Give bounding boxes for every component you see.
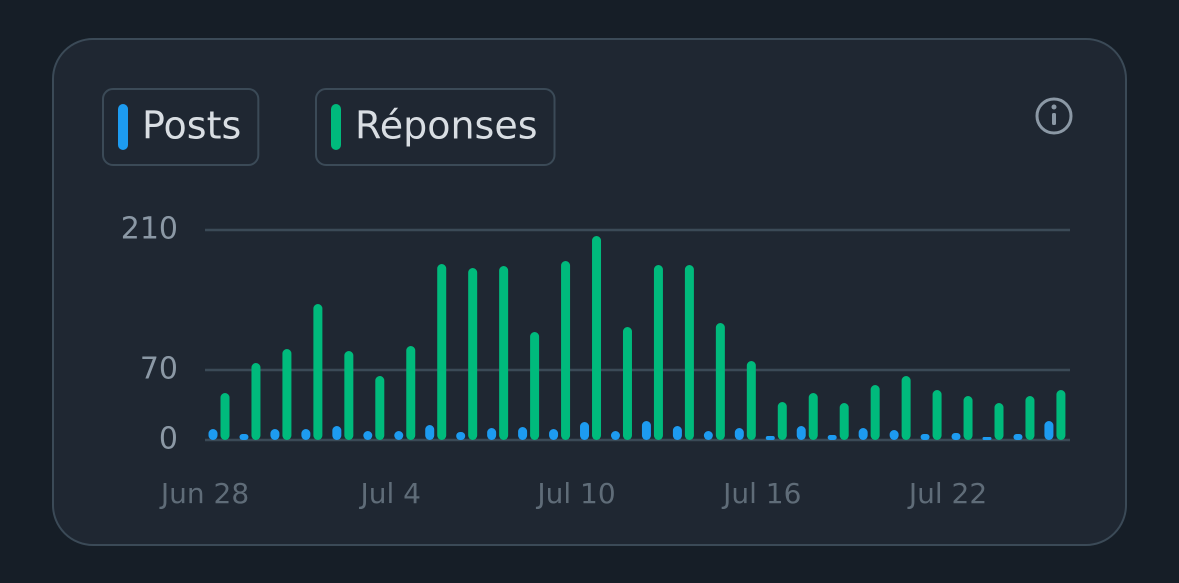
info-stem: [1052, 113, 1056, 125]
info-icon[interactable]: [1035, 97, 1073, 135]
bar: [982, 437, 992, 440]
bar: [394, 431, 404, 440]
y-tick-label: 70: [140, 352, 178, 387]
legend-button[interactable]: [102, 88, 260, 166]
bar: [251, 363, 261, 440]
bar: [796, 426, 806, 440]
x-tick-label: Jul 22: [907, 477, 987, 510]
bar: [313, 304, 323, 440]
bar: [672, 426, 682, 440]
bar: [684, 265, 694, 440]
info-dot: [1051, 104, 1057, 110]
x-tick-label: Jun 28: [159, 477, 249, 510]
bar: [239, 434, 249, 440]
bar: [530, 332, 540, 440]
bar: [870, 385, 880, 440]
y-tick-label: 0: [159, 422, 178, 457]
bar: [332, 426, 342, 440]
bar: [994, 403, 1004, 440]
bar: [220, 393, 230, 440]
bar: [703, 431, 713, 440]
legend-button[interactable]: [315, 88, 556, 166]
bar: [456, 432, 466, 440]
bar: [808, 393, 818, 440]
bar: [487, 428, 497, 440]
bar: [363, 431, 373, 440]
bar: [375, 376, 385, 440]
bar: [932, 390, 942, 440]
bar: [920, 434, 930, 440]
y-tick-label: 210: [121, 212, 178, 247]
legend-swatch: [331, 104, 341, 150]
bar: [641, 421, 651, 440]
bar: [610, 431, 620, 440]
bar: [270, 429, 280, 440]
bar: [746, 361, 756, 440]
x-tick-label: Jul 4: [359, 477, 422, 510]
bar: [1056, 390, 1066, 440]
bar: [301, 429, 311, 440]
x-tick-label: Jul 10: [535, 477, 615, 510]
bar: [580, 422, 590, 440]
bar: [734, 428, 744, 440]
bar: [406, 346, 416, 440]
legend-label: Réponses: [355, 104, 538, 148]
bar: [715, 323, 725, 440]
bar: [499, 266, 509, 440]
bar: [468, 268, 478, 440]
bar: [653, 265, 663, 440]
bar: [839, 403, 849, 440]
x-tick-label: Jul 16: [721, 477, 801, 510]
bar: [622, 327, 632, 440]
bar: [592, 236, 602, 440]
bar: [1044, 421, 1054, 440]
bar: [437, 264, 447, 440]
bar: [425, 425, 435, 440]
bar: [951, 433, 961, 440]
bar: [561, 261, 571, 440]
bar: [1025, 396, 1035, 440]
bar: [889, 430, 899, 440]
bar: [765, 436, 775, 440]
bar: [344, 351, 354, 440]
bar: [549, 429, 559, 440]
legend-swatch: [118, 104, 128, 150]
bar: [518, 427, 528, 440]
info-circle: [1035, 97, 1073, 135]
bar: [858, 428, 868, 440]
bar: [777, 402, 787, 440]
bar: [827, 435, 837, 440]
bar: [208, 429, 218, 440]
legend-label: Posts: [142, 104, 241, 148]
bar: [282, 349, 292, 440]
bar: [1013, 434, 1023, 440]
bar: [963, 396, 973, 440]
bar: [901, 376, 911, 440]
